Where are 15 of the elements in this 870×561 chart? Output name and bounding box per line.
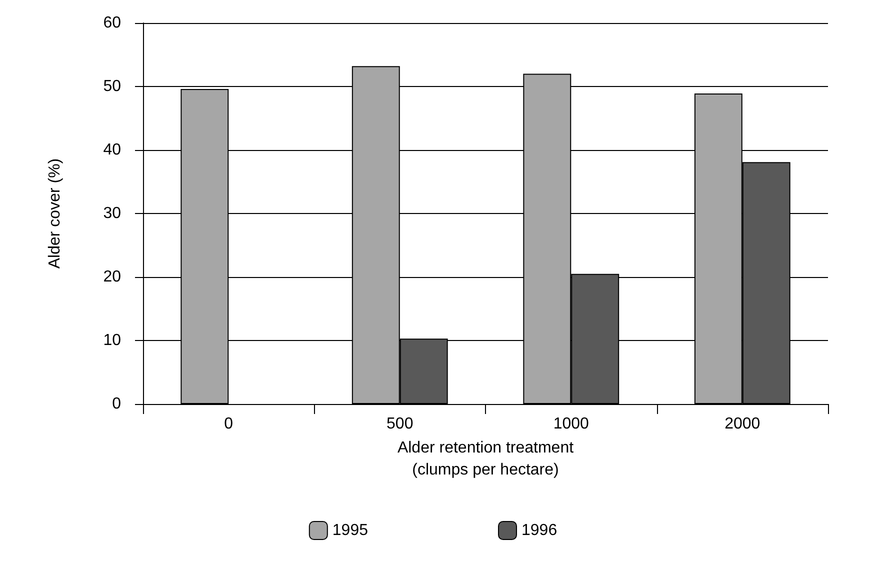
y-tick-label: 0 xyxy=(112,396,122,412)
legend-label: 1996 xyxy=(522,522,558,539)
y-tick-label: 10 xyxy=(103,332,122,349)
x-tick-label: 500 xyxy=(386,416,414,432)
x-axis-title: Alder retention treatment (clumps per hectare) xyxy=(397,439,574,478)
y-tick-label: 20 xyxy=(103,268,122,286)
y-tick-label: 40 xyxy=(103,142,122,158)
x-tick-label: 1000 xyxy=(553,416,590,432)
y-tick-label: 30 xyxy=(103,205,122,222)
y-tick-label: 50 xyxy=(103,78,122,95)
y-tick-label: 60 xyxy=(103,14,122,32)
x-tick-label: 2000 xyxy=(724,416,760,432)
y-axis-title: Alder cover (%) xyxy=(46,158,64,269)
x-tick-label: 0 xyxy=(224,416,234,432)
legend-label: 1995 xyxy=(332,522,368,539)
